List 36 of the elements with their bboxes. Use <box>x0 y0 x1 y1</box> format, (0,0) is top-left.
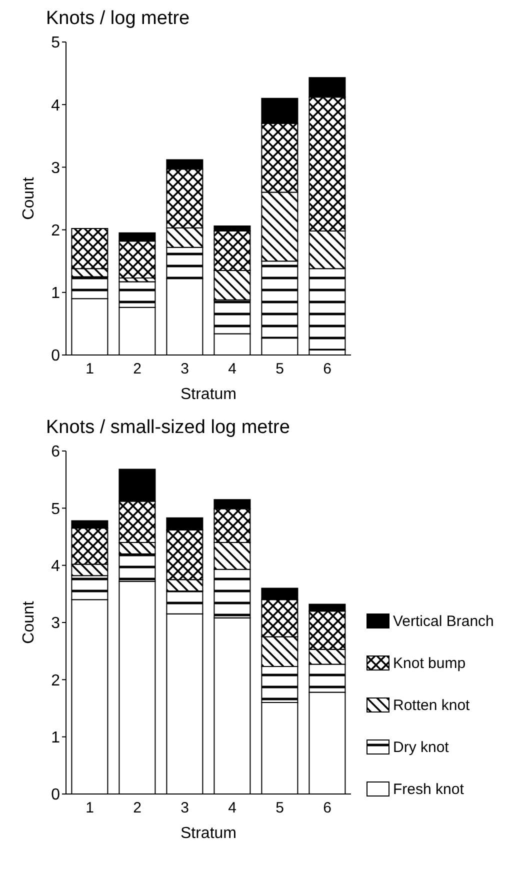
y-axis-title: Count <box>20 600 38 644</box>
y-tick-label: 0 <box>51 348 60 365</box>
x-tick-label: 3 <box>180 360 189 378</box>
y-tick-label: 4 <box>51 97 60 114</box>
y-tick-label: 2 <box>51 222 60 240</box>
x-tick-label: 4 <box>228 360 236 378</box>
y-tick-label: 2 <box>51 672 60 690</box>
y-tick-label: 0 <box>51 786 60 804</box>
chart-title: Knots / log metre <box>46 8 191 31</box>
text: Dry knot <box>393 738 449 756</box>
y-tick-label: 1 <box>51 285 60 302</box>
x-tick-label: 6 <box>323 800 332 817</box>
y-tick-label: 5 <box>51 34 60 52</box>
y-tick-label: 4 <box>51 558 60 576</box>
x-tick-label: 5 <box>276 800 284 817</box>
x-tick-label: 1 <box>86 360 94 378</box>
y-tick-label: 6 <box>51 444 60 461</box>
x-tick-label: 5 <box>276 360 284 378</box>
y-tick-label: 3 <box>51 615 60 632</box>
x-tick-label: 4 <box>228 800 236 817</box>
x-tick-label: 2 <box>133 360 142 378</box>
y-tick-label: 1 <box>51 730 60 747</box>
x-axis-title: Stratum <box>180 825 237 842</box>
x-tick-label: 1 <box>86 800 94 817</box>
x-tick-label: 3 <box>180 800 189 817</box>
y-tick-label: 5 <box>51 500 60 518</box>
text: Rotten knot <box>393 696 470 714</box>
text: Knot bump <box>393 654 466 672</box>
chart-title: Knots / small-sized log metre <box>46 417 291 440</box>
x-tick-label: 2 <box>133 800 142 817</box>
y-tick-label: 3 <box>51 160 60 177</box>
x-axis-title: Stratum <box>180 386 237 403</box>
y-axis-title: Count <box>20 176 38 220</box>
legend-label: Vertical Branch <box>393 612 494 630</box>
x-tick-label: 6 <box>323 360 332 378</box>
legend-label: Fresh knot <box>393 780 464 798</box>
